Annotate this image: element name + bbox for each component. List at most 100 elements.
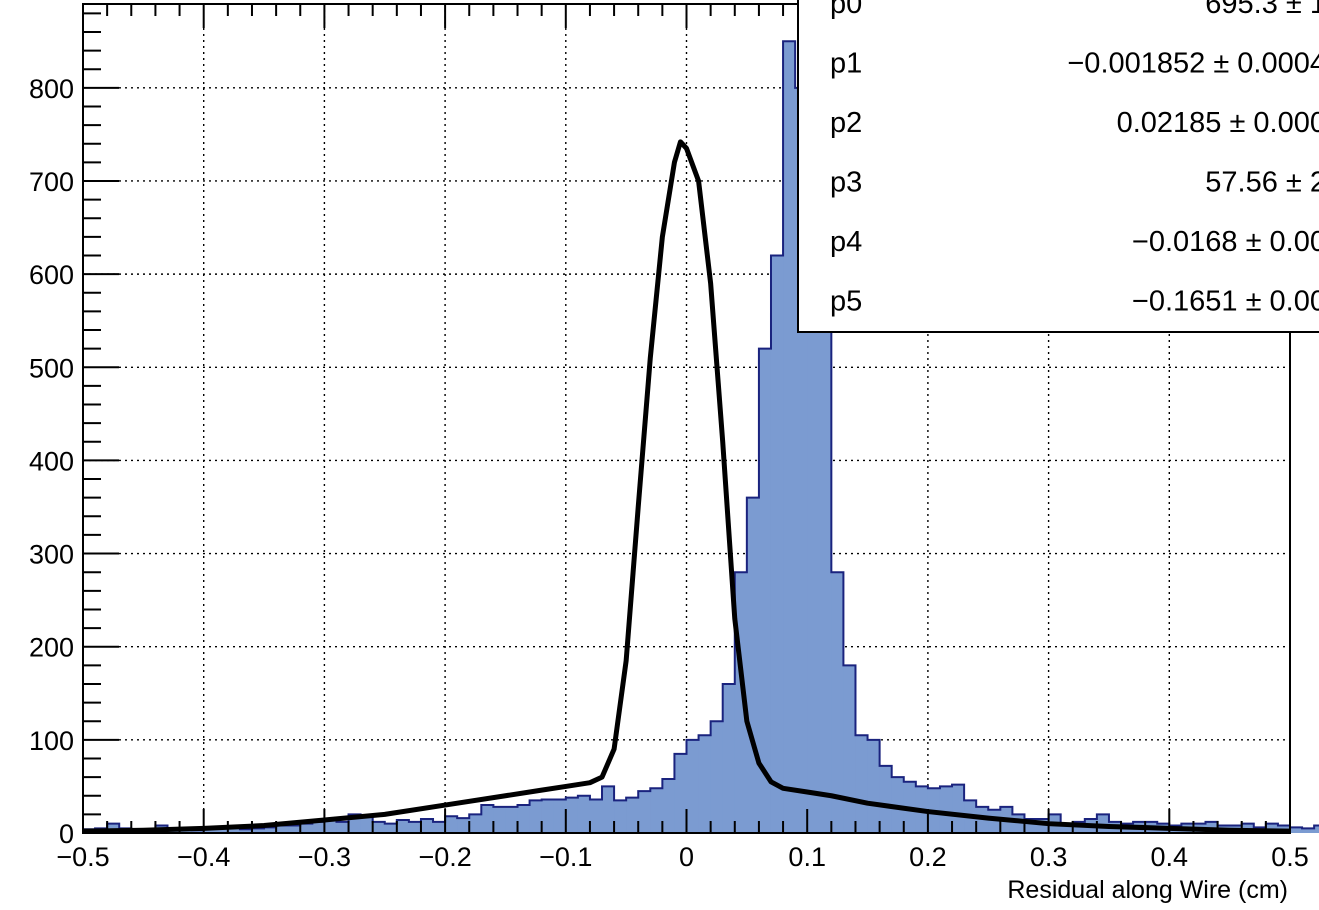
- histogram-bar: [758, 348, 772, 833]
- histogram-bar: [1290, 827, 1303, 833]
- histogram-bar: [517, 805, 531, 833]
- stat-param-value: −0.001852 ± 0.0004: [1067, 48, 1319, 80]
- histogram-bar: [505, 806, 519, 833]
- histogram-bar: [372, 821, 386, 833]
- x-tick-label: 0.3: [1030, 842, 1068, 872]
- stat-param-label: p3: [830, 167, 862, 199]
- histogram-bar: [650, 788, 663, 833]
- y-tick-label: 700: [29, 167, 74, 197]
- histogram-bar: [638, 791, 651, 833]
- stat-param-value: 57.56 ± 2: [1205, 167, 1319, 199]
- histogram-bar: [783, 41, 796, 834]
- stat-param-value: −0.1651 ± 0.00: [1132, 286, 1319, 318]
- y-tick-label: 400: [29, 446, 74, 476]
- stat-param-label: p4: [830, 226, 862, 258]
- histogram-bar: [553, 799, 567, 833]
- histogram-bar: [264, 827, 277, 833]
- histogram-bar: [493, 806, 507, 833]
- histogram-bar: [867, 739, 881, 833]
- x-tick-label: 0.5: [1271, 842, 1309, 872]
- x-tick-label: 0.2: [909, 842, 947, 872]
- x-tick-label: 0: [679, 842, 694, 872]
- histogram-bar: [469, 814, 482, 833]
- histogram-bar: [312, 821, 325, 833]
- histogram-bar: [988, 809, 1001, 833]
- histogram-bar: [481, 805, 494, 833]
- histogram-bar: [589, 799, 603, 833]
- histogram-bar: [831, 572, 845, 833]
- x-tick-label: 0.1: [788, 842, 826, 872]
- histogram-bar: [276, 825, 289, 833]
- histogram-bar: [360, 816, 374, 833]
- histogram-bar: [819, 311, 832, 833]
- histogram-bar: [324, 819, 338, 833]
- histogram-bar: [855, 735, 869, 833]
- histogram-bar: [384, 823, 398, 833]
- stats-box-frame: [797, 0, 1319, 333]
- histogram-bar: [746, 497, 760, 833]
- histogram-bar: [251, 828, 265, 833]
- y-tick-label: 300: [29, 540, 74, 570]
- histogram-bar: [843, 665, 857, 833]
- histogram-bar: [626, 797, 639, 833]
- y-tick-labels: 0 100 200 300 400 500 600 700 800: [29, 74, 74, 849]
- histogram-bar: [227, 827, 241, 833]
- histogram-bar: [1265, 823, 1279, 833]
- histogram-bar: [445, 816, 458, 833]
- histogram-bar: [191, 830, 205, 833]
- histogram-bar: [674, 753, 688, 833]
- histogram-bar: [396, 819, 410, 833]
- histogram-bar: [614, 800, 627, 833]
- histogram-bar: [686, 739, 700, 833]
- histogram-bar: [879, 765, 893, 833]
- histogram-bar: [662, 778, 676, 833]
- histogram-bar: [420, 819, 434, 833]
- x-tick-label: 0.4: [1151, 842, 1189, 872]
- stat-param-value: −0.0168 ± 0.00: [1132, 226, 1319, 258]
- histogram-bar: [433, 821, 446, 833]
- stat-param-value: 695.3 ± 1: [1205, 0, 1319, 20]
- stat-param-label: p2: [830, 107, 862, 139]
- histogram-bar: [698, 735, 712, 833]
- y-tick-label: 100: [29, 726, 74, 756]
- histogram-bar: [577, 795, 591, 833]
- y-tick-label: 500: [29, 353, 74, 383]
- x-tick-label: −0.1: [539, 842, 592, 872]
- stat-param-label: p5: [830, 286, 862, 318]
- x-tick-label: −0.3: [298, 842, 351, 872]
- stat-param-label: p0: [830, 0, 862, 20]
- histogram-bar: [288, 825, 301, 833]
- histogram-bar: [565, 797, 579, 833]
- x-tick-labels: −0.5 −0.4 −0.3 −0.2 −0.1 0 0.1 0.2 0.3 0.4 0.5: [56, 842, 1308, 872]
- stat-param-label: p1: [830, 48, 862, 80]
- x-tick-label: −0.2: [418, 842, 471, 872]
- histogram-bar: [215, 827, 229, 833]
- histogram-bar: [300, 823, 313, 833]
- y-tick-label: 200: [29, 633, 74, 663]
- histogram-bar: [336, 821, 350, 833]
- fit-curve: [82, 139, 1291, 834]
- histogram-bar: [457, 818, 470, 833]
- histogram-bar: [529, 800, 543, 833]
- histogram-bar: [939, 786, 953, 833]
- histogram-bar: [602, 786, 615, 833]
- x-tick-label: −0.4: [177, 842, 230, 872]
- x-tick-label: −0.5: [56, 842, 109, 872]
- histogram-bar: [541, 799, 555, 833]
- y-tick-label: 0: [59, 819, 74, 849]
- x-axis-title: Residual along Wire (cm): [1007, 876, 1288, 904]
- y-tick-label: 600: [29, 260, 74, 290]
- histogram-bar: [1302, 828, 1315, 833]
- histogram-bar: [1060, 823, 1074, 833]
- histogram-bar: [1314, 825, 1319, 833]
- histogram-bar: [710, 721, 724, 833]
- histogram-bar: [952, 784, 965, 833]
- histogram-bar: [770, 255, 784, 833]
- histogram-bar: [239, 829, 253, 833]
- histogram-bar: [722, 683, 736, 833]
- fit-stats-box: p0 695.3 ± 1 p1 −0.001852 ± 0.0004 p2 0.02185…: [797, 0, 1319, 333]
- histogram-bar: [408, 821, 422, 833]
- stat-param-value: 0.02185 ± 0.000: [1117, 107, 1319, 139]
- y-tick-label: 800: [29, 74, 74, 104]
